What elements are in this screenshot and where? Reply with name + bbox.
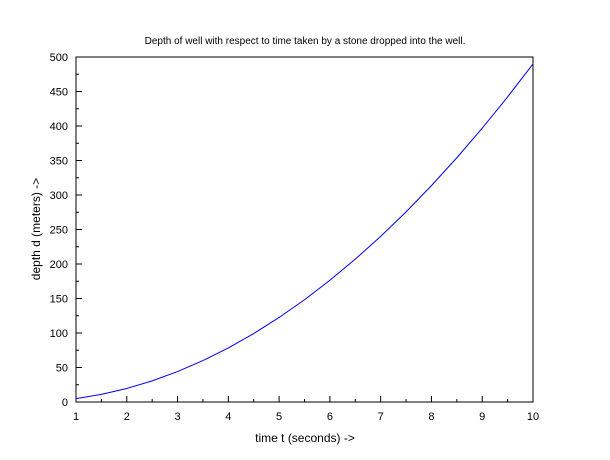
y-tick-label: 200 (50, 259, 68, 271)
y-axis-ticks (76, 56, 82, 403)
y-tick-label: 350 (50, 156, 68, 168)
y-tick-label: 100 (50, 328, 68, 340)
y-axis-title: depth d (meters) -> (29, 178, 43, 280)
x-tick-label: 10 (527, 411, 539, 423)
y-tick-label: 150 (50, 294, 68, 306)
y-tick-label: 300 (50, 190, 68, 202)
x-tick-label: 2 (124, 411, 130, 423)
x-tick-label: 5 (276, 411, 282, 423)
x-tick-label: 8 (428, 411, 434, 423)
chart-title: Depth of well with respect to time taken… (145, 36, 466, 47)
x-tick-label: 4 (225, 411, 231, 423)
x-tick-label: 9 (479, 411, 485, 423)
x-tick-label: 1 (73, 411, 79, 423)
y-axis-tick-labels: 0 50 100 150 200 250 300 350 400 450 500 (50, 52, 68, 409)
y-tick-label: 50 (56, 363, 68, 375)
x-tick-label: 7 (378, 411, 384, 423)
y-tick-label: 450 (50, 87, 68, 99)
x-tick-label: 6 (327, 411, 333, 423)
x-axis-tick-labels: 1 2 3 4 5 6 7 8 9 10 (73, 411, 539, 423)
y-tick-label: 250 (50, 225, 68, 237)
x-tick-label: 3 (174, 411, 180, 423)
y-tick-label: 400 (50, 121, 68, 133)
y-tick-label: 0 (62, 397, 68, 409)
x-axis-ticks (75, 396, 534, 402)
y-tick-label: 500 (50, 52, 68, 64)
x-axis-title: time t (seconds) -> (255, 431, 355, 445)
depth-series-line (75, 63, 534, 400)
